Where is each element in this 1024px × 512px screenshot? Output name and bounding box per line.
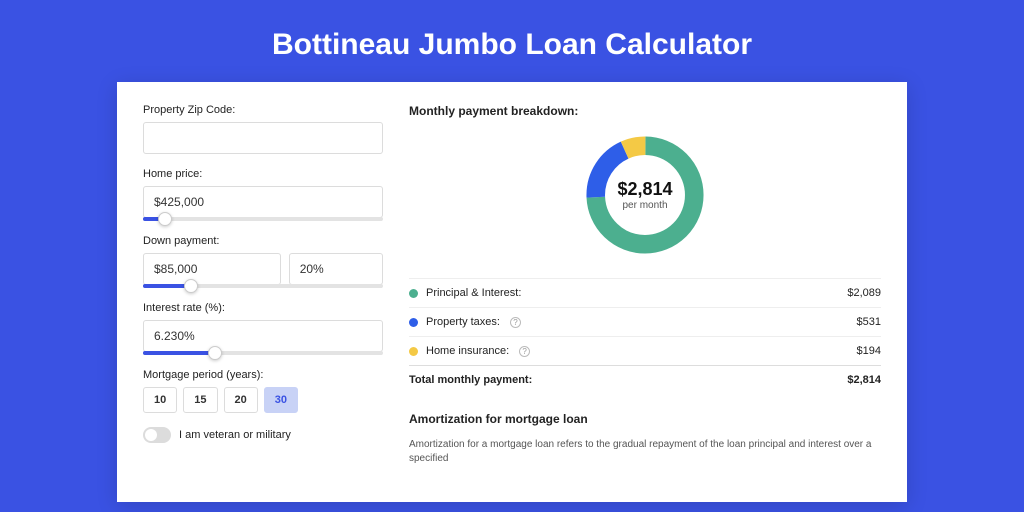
veteran-toggle-row: I am veteran or military <box>143 427 383 443</box>
legend-val-total: $2,814 <box>847 374 881 386</box>
price-input[interactable] <box>143 186 383 218</box>
down-amount-input[interactable] <box>143 253 281 285</box>
period-btn-15[interactable]: 15 <box>183 387 217 413</box>
rate-input[interactable] <box>143 320 383 352</box>
down-slider[interactable] <box>143 284 383 288</box>
legend-val-taxes: $531 <box>857 316 881 328</box>
price-field-group: Home price: <box>143 168 383 221</box>
price-slider[interactable] <box>143 217 383 221</box>
legend-row-taxes: Property taxes: ? $531 <box>409 307 881 336</box>
page-title: Bottineau Jumbo Loan Calculator <box>0 0 1024 82</box>
veteran-label: I am veteran or military <box>179 429 291 441</box>
down-field-group: Down payment: <box>143 235 383 288</box>
zip-field-group: Property Zip Code: <box>143 104 383 154</box>
veteran-toggle[interactable] <box>143 427 171 443</box>
rate-slider-thumb[interactable] <box>208 346 222 360</box>
period-label: Mortgage period (years): <box>143 369 383 381</box>
legend-label-total: Total monthly payment: <box>409 374 532 386</box>
zip-input[interactable] <box>143 122 383 154</box>
rate-field-group: Interest rate (%): <box>143 302 383 355</box>
period-btn-30[interactable]: 30 <box>264 387 298 413</box>
period-btn-10[interactable]: 10 <box>143 387 177 413</box>
breakdown-title: Monthly payment breakdown: <box>409 104 881 118</box>
period-btn-20[interactable]: 20 <box>224 387 258 413</box>
amortization-text: Amortization for a mortgage loan refers … <box>409 438 881 466</box>
legend-dot-insurance <box>409 347 418 356</box>
zip-label: Property Zip Code: <box>143 104 383 116</box>
legend-label-insurance: Home insurance: <box>426 345 509 357</box>
rate-slider[interactable] <box>143 351 383 355</box>
donut-center-value: $2,814 <box>617 179 672 200</box>
down-label: Down payment: <box>143 235 383 247</box>
period-field-group: Mortgage period (years): 10 15 20 30 <box>143 369 383 413</box>
period-buttons: 10 15 20 30 <box>143 387 383 413</box>
price-slider-thumb[interactable] <box>158 212 172 226</box>
legend-label-principal: Principal & Interest: <box>426 287 521 299</box>
legend-row-principal: Principal & Interest: $2,089 <box>409 278 881 307</box>
amortization-section: Amortization for mortgage loan Amortizat… <box>409 412 881 466</box>
breakdown-column: Monthly payment breakdown: $2,814 per mo… <box>409 104 881 480</box>
down-pct-input[interactable] <box>289 253 383 285</box>
rate-label: Interest rate (%): <box>143 302 383 314</box>
legend-dot-principal <box>409 289 418 298</box>
donut-chart: $2,814 per month <box>409 130 881 260</box>
toggle-knob <box>145 429 157 441</box>
inputs-column: Property Zip Code: Home price: Down paym… <box>143 104 383 480</box>
donut-center-sub: per month <box>622 200 667 211</box>
donut-center: $2,814 per month <box>580 130 710 260</box>
legend-row-total: Total monthly payment: $2,814 <box>409 365 881 394</box>
legend-dot-taxes <box>409 318 418 327</box>
legend-val-insurance: $194 <box>857 345 881 357</box>
calculator-card: Property Zip Code: Home price: Down paym… <box>117 82 907 502</box>
info-icon[interactable]: ? <box>519 346 530 357</box>
legend-label-taxes: Property taxes: <box>426 316 500 328</box>
legend-row-insurance: Home insurance: ? $194 <box>409 336 881 365</box>
info-icon[interactable]: ? <box>510 317 521 328</box>
legend-val-principal: $2,089 <box>847 287 881 299</box>
price-label: Home price: <box>143 168 383 180</box>
amortization-title: Amortization for mortgage loan <box>409 412 881 426</box>
down-slider-thumb[interactable] <box>184 279 198 293</box>
